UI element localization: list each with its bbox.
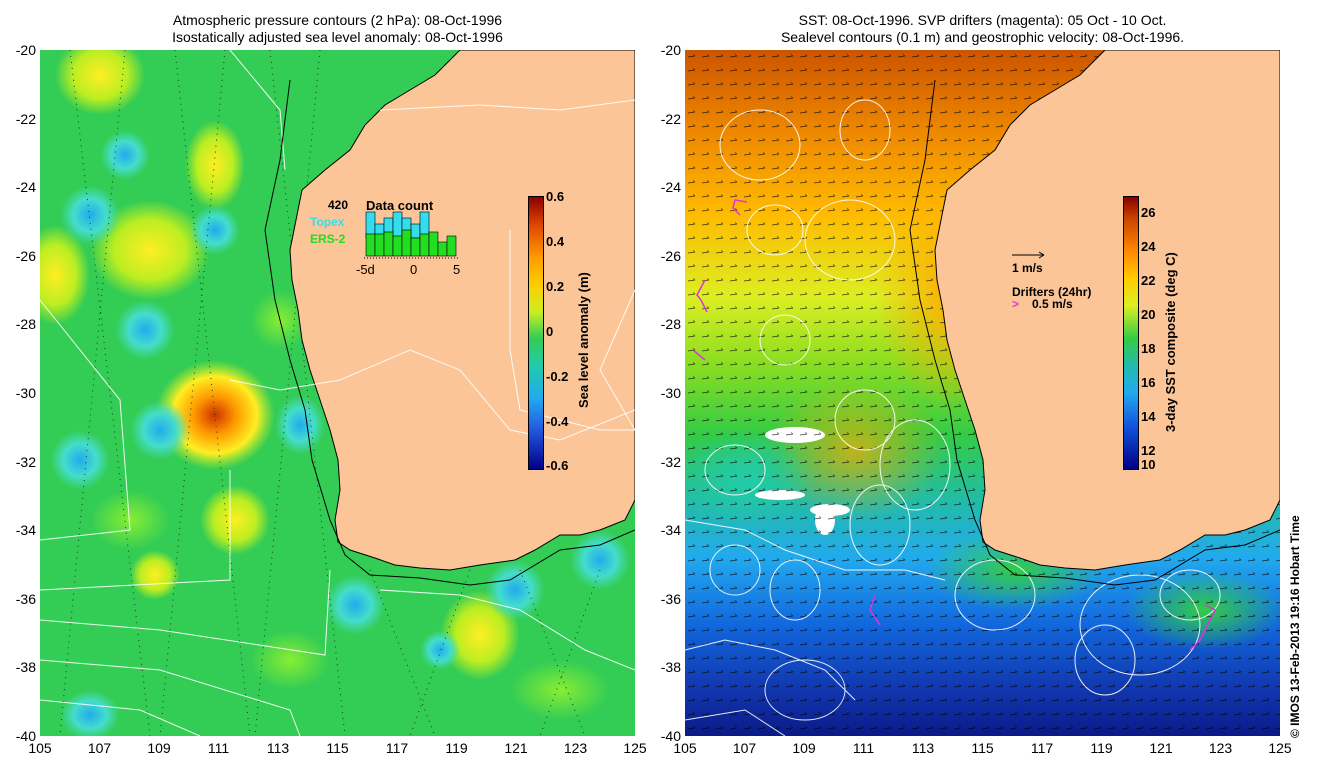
inset-topex-label: Topex: [310, 215, 345, 229]
velocity-scale-label: 1 m/s: [1012, 261, 1043, 275]
right-y-tick: -22: [660, 110, 681, 127]
sst-tick-12: 12: [1141, 443, 1156, 458]
sst-colorbar: [1123, 196, 1139, 470]
left-x-tick: 125: [623, 740, 647, 756]
data-count-histogram: [364, 211, 458, 259]
left-title-line2: Isostatically adjusted sea level anomaly…: [172, 29, 503, 45]
left-y-tick: -24: [15, 179, 36, 196]
right-x-tick: 123: [1208, 740, 1233, 756]
right-x-tick: 105: [673, 740, 697, 756]
inset-title: Data count: [366, 198, 434, 213]
right-x-tick: 107: [732, 740, 757, 756]
right-y-tick: -20: [660, 42, 681, 58]
left-x-tick: 121: [504, 740, 528, 756]
drifter-legend-marker: >: [1012, 297, 1020, 311]
right-y-tick: -40: [660, 728, 681, 744]
sst-tick-18: 18: [1141, 341, 1156, 356]
right-x-tick: 121: [1149, 740, 1173, 756]
anomaly-field: [40, 50, 630, 736]
left-x-tick: 119: [445, 740, 468, 756]
right-x-tick: 115: [971, 740, 994, 756]
inset-tick-5: 5: [453, 262, 461, 277]
right-x-tick: 113: [911, 740, 935, 756]
right-x-tick: 109: [792, 740, 816, 756]
left-title-line1: Atmospheric pressure contours (2 hPa): 0…: [172, 12, 503, 28]
left-y-tick: -22: [15, 110, 36, 127]
shelf-contour-sst: [909, 79, 1280, 586]
sla-tick-0: 0.6: [546, 189, 565, 204]
left-x-tick: 113: [266, 740, 290, 756]
sst-tick-24: 24: [1141, 239, 1156, 254]
sst-tick-22: 22: [1141, 273, 1156, 288]
right-y-tick: -38: [660, 659, 681, 676]
left-y-tick: -38: [15, 659, 36, 676]
left-y-tick: -34: [15, 522, 36, 539]
sla-tick-6: -0.6: [546, 458, 569, 473]
inset-ers-label: ERS-2: [310, 232, 346, 246]
right-y-tick: -32: [660, 453, 681, 470]
australia-land: [289, 50, 635, 571]
shelf-contour: [264, 79, 635, 586]
left-y-tick: -26: [15, 247, 36, 264]
drifter-tracks: [692, 199, 1217, 651]
sst-tick-26: 26: [1141, 205, 1156, 220]
right-y-tick: -26: [660, 247, 681, 264]
sla-tick-2: 0.2: [546, 279, 565, 294]
sea-level-anomaly-map: [40, 50, 635, 736]
right-y-tick: -30: [660, 385, 681, 401]
satellite-tracks: [59, 50, 601, 736]
inset-count: 420: [328, 198, 349, 212]
sealevel-contours: [685, 99, 1221, 736]
sla-colorbar: [528, 196, 544, 470]
sla-tick-4: -0.2: [546, 369, 569, 384]
inset-tick-neg5: -5d: [356, 262, 375, 277]
left-x-tick: 115: [326, 740, 349, 756]
sst-tick-20: 20: [1141, 307, 1156, 322]
sst-map: [685, 50, 1280, 736]
left-x-tick: 111: [207, 740, 230, 756]
drifter-legend-label: 0.5 m/s: [1032, 297, 1073, 311]
right-title-line1: SST: 08-Oct-1996. SVP drifters (magenta)…: [798, 12, 1167, 28]
pressure-contours: [40, 50, 635, 736]
sst-tick-14: 14: [1141, 409, 1156, 424]
velocity-scale-arrow: [1012, 251, 1045, 259]
sla-tick-1: 0.4: [546, 234, 565, 249]
right-y-tick: -28: [660, 316, 681, 333]
drifter-legend-title: Drifters (24hr): [1012, 285, 1092, 299]
right-y-tick: -34: [660, 522, 681, 539]
sst-colorbar-label: 3-day SST composite (deg C): [1163, 252, 1178, 432]
left-x-tick: 107: [87, 740, 112, 756]
right-x-tick: 125: [1268, 740, 1292, 756]
left-y-tick: -20: [15, 42, 36, 58]
left-x-tick: 123: [563, 740, 588, 756]
sla-tick-3: 0: [546, 324, 554, 339]
left-y-tick: -30: [15, 385, 36, 401]
right-y-tick: -24: [660, 179, 681, 196]
credit-text: © IMOS 13-Feb-2013 19:16 Hobart Time: [1288, 515, 1302, 738]
right-x-tick: 119: [1090, 740, 1113, 756]
left-y-tick: -40: [15, 728, 36, 744]
sst-tick-10: 10: [1141, 457, 1156, 472]
right-title-line2: Sealevel contours (0.1 m) and geostrophi…: [780, 29, 1185, 45]
inset-tick-0: 0: [410, 262, 418, 277]
sst-tick-16: 16: [1141, 375, 1156, 390]
left-x-tick: 105: [28, 740, 52, 756]
left-x-tick: 109: [147, 740, 171, 756]
australia-land-sst: [934, 50, 1280, 571]
left-x-tick: 117: [385, 740, 409, 756]
right-x-tick: 117: [1030, 740, 1054, 756]
left-y-tick: -36: [15, 590, 36, 607]
sla-colorbar-label: Sea level anomaly (m): [576, 272, 591, 408]
sla-tick-5: -0.4: [546, 414, 569, 429]
left-y-tick: -28: [15, 316, 36, 333]
left-y-tick: -32: [15, 453, 36, 470]
right-y-tick: -36: [660, 590, 681, 607]
right-x-tick: 111: [852, 740, 875, 756]
